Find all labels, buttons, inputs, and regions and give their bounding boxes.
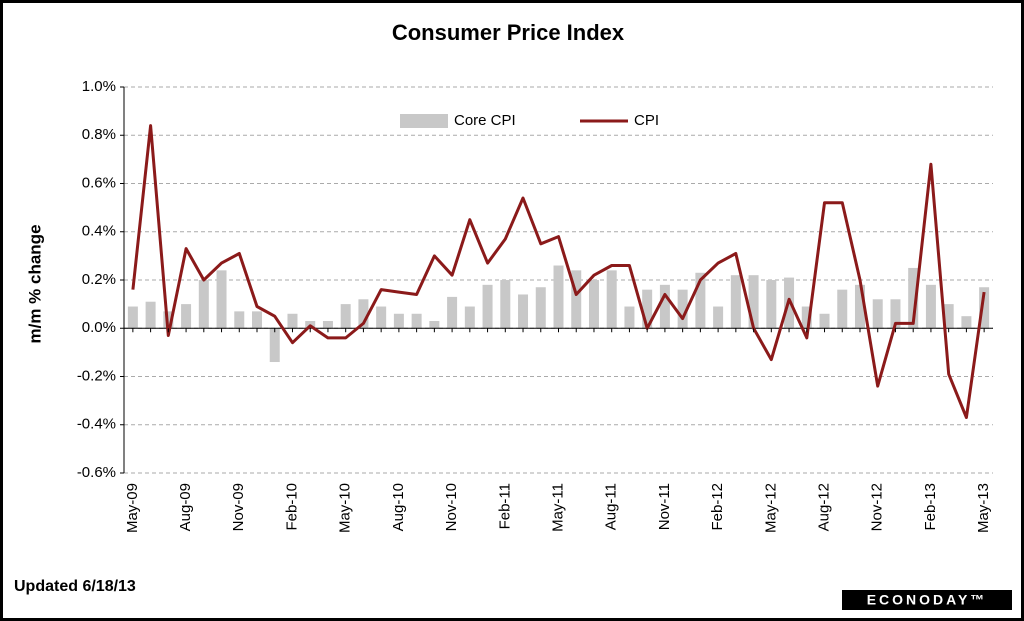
y-tick-label: 0.8%: [82, 126, 116, 143]
bar: [588, 280, 599, 329]
bar: [872, 299, 883, 329]
bar: [890, 299, 901, 329]
x-tick-label: Nov-11: [656, 483, 673, 530]
bar: [127, 306, 138, 329]
x-tick-label: Aug-09: [177, 483, 194, 531]
bar: [819, 313, 830, 329]
x-tick-label: May-09: [124, 483, 141, 533]
bar: [925, 284, 936, 329]
y-tick-label: -0.6%: [77, 464, 116, 481]
footnote: Updated 6/18/13: [14, 578, 136, 595]
x-tick-label: Feb-12: [709, 483, 726, 531]
x-tick-label: Feb-11: [496, 483, 513, 529]
source-logo: ECONODAY™: [867, 592, 988, 608]
legend-swatch: [400, 114, 448, 128]
y-tick-label: 0.4%: [82, 223, 116, 240]
bar: [801, 306, 812, 329]
x-tick-label: Nov-10: [443, 483, 460, 531]
bar: [376, 306, 387, 329]
bar: [730, 275, 741, 329]
bar: [659, 284, 670, 329]
x-tick-label: Nov-12: [869, 483, 886, 531]
bar: [358, 299, 369, 329]
bar: [482, 284, 493, 329]
line: [131, 124, 986, 419]
y-tick-label: -0.2%: [77, 367, 116, 384]
bar: [908, 267, 919, 329]
x-tick-label: Nov-09: [230, 483, 247, 531]
chart-title: Consumer Price Index: [392, 20, 625, 45]
x-tick-label: May-12: [762, 483, 779, 533]
y-tick-label: 0.2%: [82, 271, 116, 288]
bar: [979, 287, 990, 329]
y-axis-label: m/m % change: [25, 224, 44, 343]
y-tick-label: -0.4%: [77, 416, 116, 433]
bar: [553, 265, 564, 329]
legend-label: Core CPI: [454, 112, 516, 129]
x-tick-label: May-11: [549, 483, 566, 532]
bar: [961, 316, 972, 329]
bar: [766, 280, 777, 329]
bar: [181, 304, 192, 329]
bar: [269, 328, 280, 363]
x-tick-label: May-10: [337, 483, 354, 533]
bar: [216, 270, 227, 329]
bar: [198, 280, 209, 329]
y-tick-label: 1.0%: [82, 78, 116, 95]
bar: [854, 284, 865, 329]
bar: [695, 272, 706, 329]
x-tick-label: Feb-13: [922, 483, 939, 531]
bar: [464, 306, 475, 329]
bar: [411, 313, 422, 329]
x-tick-label: May-13: [975, 483, 992, 533]
x-tick-label: Aug-12: [815, 483, 832, 531]
x-tick-label: Aug-10: [390, 483, 407, 531]
bar: [535, 287, 546, 329]
bar: [447, 296, 458, 329]
bar: [713, 306, 724, 329]
bar: [518, 294, 529, 329]
bar: [837, 289, 848, 329]
bar: [624, 306, 635, 329]
bar: [322, 321, 333, 329]
bar: [252, 311, 263, 329]
bar: [943, 304, 954, 329]
bar: [606, 270, 617, 329]
x-tick-label: Aug-11: [603, 483, 620, 530]
bar: [340, 304, 351, 329]
bar: [287, 313, 298, 329]
y-tick-label: 0.6%: [82, 174, 116, 191]
y-tick-label: 0.0%: [82, 319, 116, 336]
legend-label: CPI: [634, 112, 659, 129]
bar: [748, 275, 759, 329]
bar: [677, 289, 688, 329]
bar: [642, 289, 653, 329]
source-logo-bg: [842, 590, 1012, 610]
bar: [145, 301, 156, 329]
bar: [393, 313, 404, 329]
x-tick-label: Feb-10: [283, 483, 300, 531]
bar: [429, 321, 440, 329]
bar: [234, 311, 245, 329]
bar: [571, 270, 582, 329]
bar: [500, 280, 511, 329]
